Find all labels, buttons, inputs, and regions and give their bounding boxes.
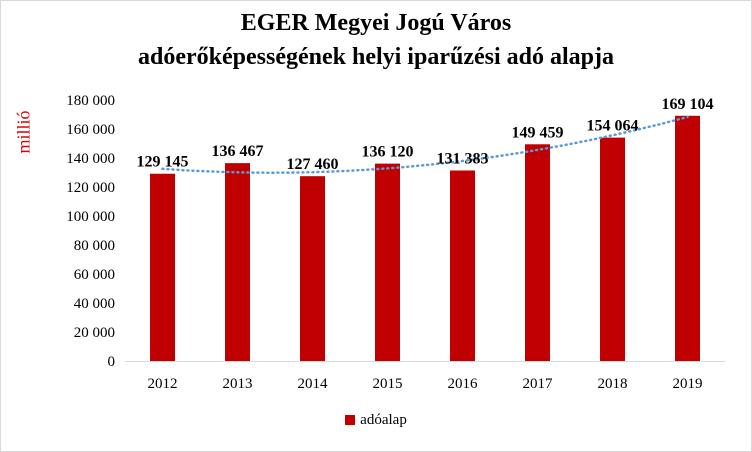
chart-subtitle: adóerőképességének helyi iparűzési adó a… [137, 44, 614, 70]
x-tick-label: 2016 [448, 376, 479, 392]
bar [225, 163, 250, 361]
bar [600, 137, 625, 361]
x-tick-label: 2018 [598, 376, 628, 392]
data-label: 131 383 [437, 150, 489, 167]
data-label: 169 104 [662, 96, 714, 113]
bar [450, 170, 475, 361]
y-tick-label: 80 000 [74, 238, 115, 254]
y-tick-label: 160 000 [66, 122, 115, 138]
y-tick-label: 40 000 [74, 296, 115, 312]
bar [525, 144, 550, 361]
trendline [161, 115, 689, 174]
bar [150, 173, 175, 361]
data-labels: 129 145 136 467 127 460 136 120 131 383 149 4… [137, 96, 714, 173]
bar [675, 115, 700, 362]
x-tick-label: 2012 [148, 376, 178, 392]
bar [375, 163, 400, 361]
y-tick-label: 120 000 [66, 180, 115, 196]
data-label: 154 064 [587, 118, 639, 135]
x-tick-label: 2013 [223, 376, 253, 392]
x-tick-label: 2019 [673, 376, 703, 392]
data-label: 149 459 [512, 124, 564, 141]
legend: adóalap [0, 412, 752, 429]
data-label: 136 120 [362, 144, 414, 161]
chart-title: EGER Megyei Jogú Város [240, 10, 512, 36]
x-tick-label: 2017 [523, 376, 554, 392]
y-tick-label: 0 [108, 354, 116, 370]
y-tick-label: 20 000 [74, 325, 115, 341]
y-tick-label: 60 000 [74, 267, 115, 283]
y-tick-label: 180 000 [66, 93, 115, 109]
bar-series [150, 115, 700, 362]
y-axis: 0 20 000 40 000 60 000 80 000 100 000 120 000 1… [66, 93, 115, 370]
x-axis: 2012 2013 2014 2015 2016 2017 2018 2019 [148, 376, 703, 392]
legend-label: adóalap [360, 412, 407, 428]
y-tick-label: 140 000 [66, 151, 115, 167]
data-label: 127 460 [287, 156, 339, 173]
y-tick-label: 100 000 [66, 209, 115, 225]
x-tick-label: 2015 [373, 376, 403, 392]
legend-swatch [345, 414, 356, 425]
data-label: 136 467 [212, 143, 264, 160]
data-label: 129 145 [137, 154, 189, 171]
x-tick-label: 2014 [298, 376, 329, 392]
bar [300, 176, 325, 361]
